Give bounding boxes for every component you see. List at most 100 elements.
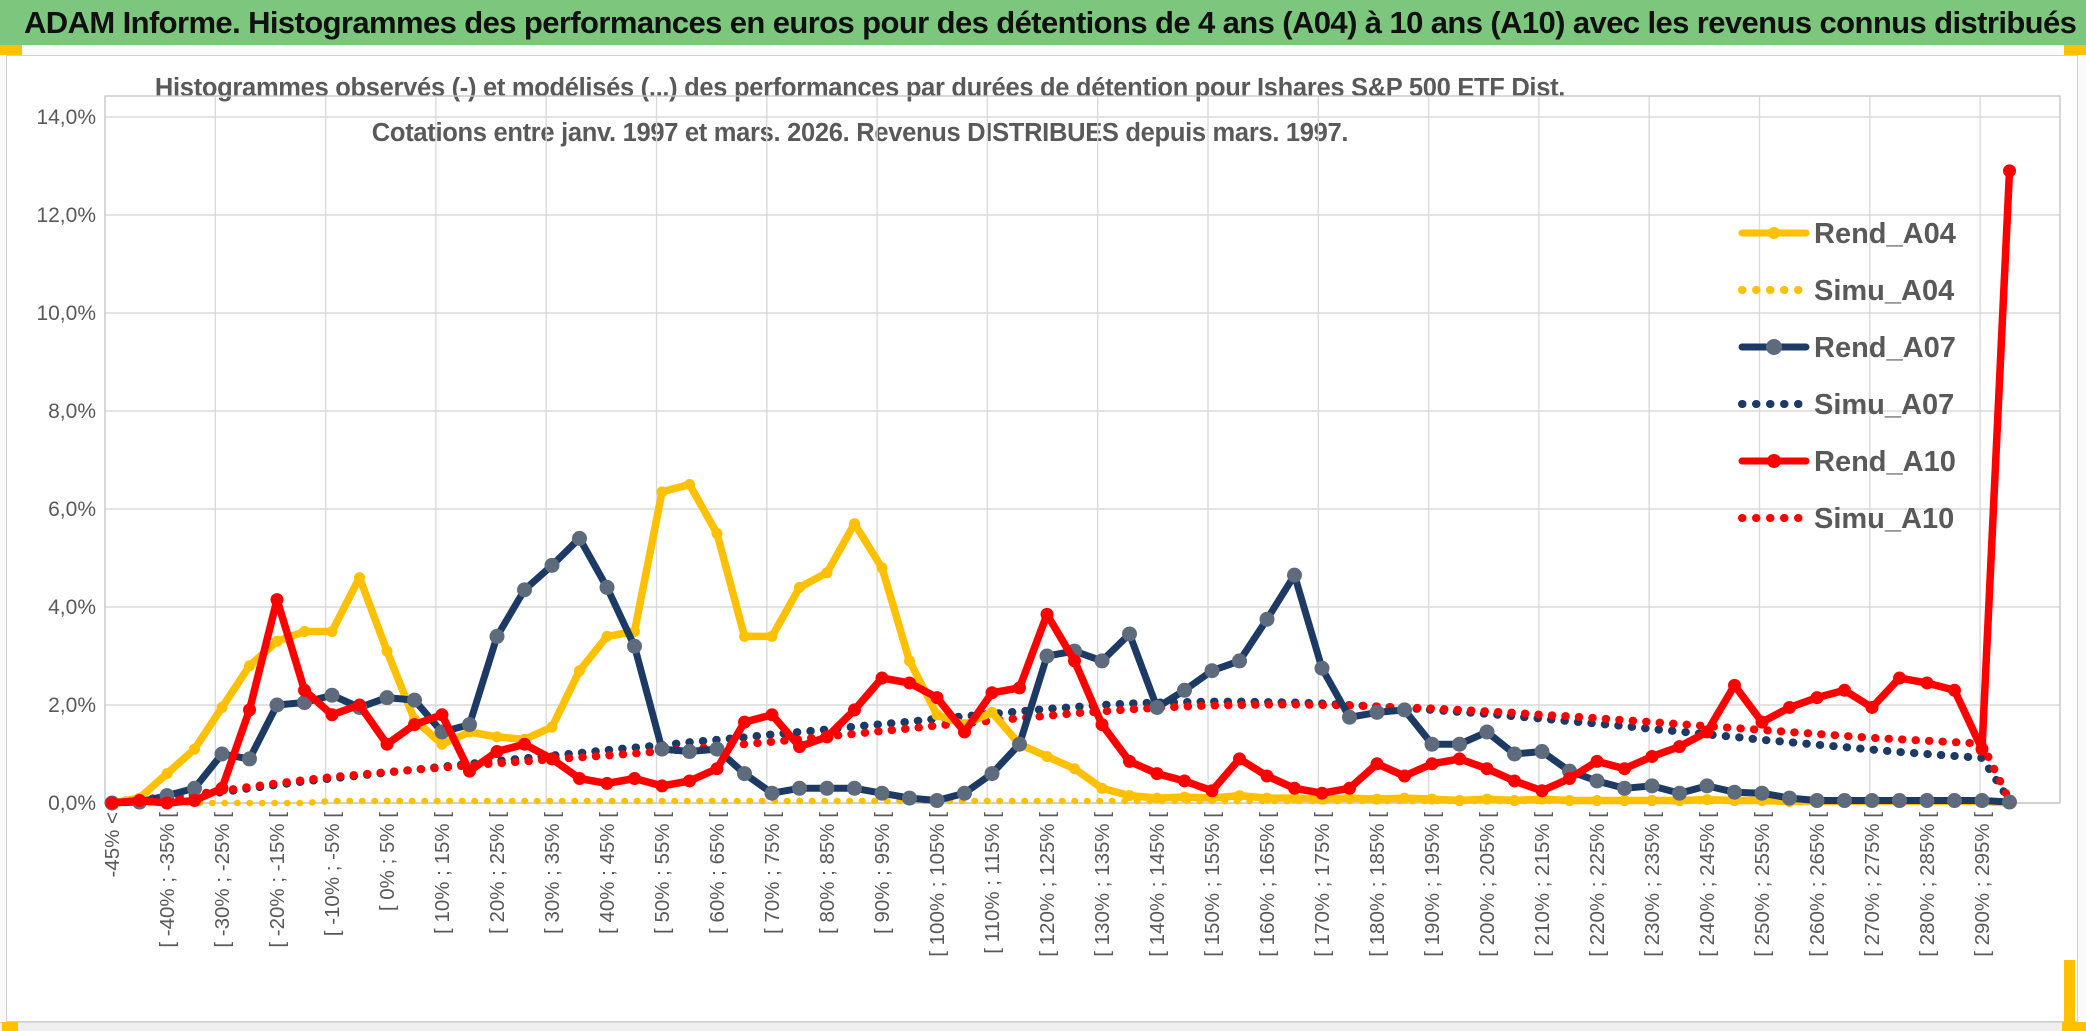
data-point-marker xyxy=(353,698,366,712)
x-tick-label: [ 70% ; 75% [ xyxy=(761,812,784,934)
data-point-marker xyxy=(1701,794,1713,806)
legend-item-Simu_A10[interactable]: Simu_A10 xyxy=(1738,503,1954,535)
data-point-marker xyxy=(738,715,751,729)
series-Simu_A04[interactable] xyxy=(108,797,2013,807)
data-point-marker xyxy=(546,721,558,733)
data-point-marker xyxy=(1919,793,1935,809)
data-point-marker xyxy=(1452,736,1467,752)
x-tick-label: -45% < xyxy=(101,812,124,878)
data-point-marker xyxy=(297,695,312,711)
series-Rend_A10[interactable] xyxy=(105,164,2017,810)
data-point-marker xyxy=(1013,681,1026,695)
data-point-marker xyxy=(1095,718,1109,732)
data-point-marker xyxy=(1124,790,1135,802)
legend-item-Rend_A04[interactable]: Rend_A04 xyxy=(1738,218,1956,250)
legend-label: Simu_A07 xyxy=(1814,389,1954,421)
data-point-marker xyxy=(1728,678,1741,692)
data-point-marker xyxy=(1783,700,1796,714)
data-point-marker xyxy=(958,725,971,739)
data-point-marker xyxy=(1259,611,1275,627)
data-point-marker xyxy=(381,645,393,657)
data-point-marker xyxy=(271,635,283,647)
legend-item-Simu_A04[interactable]: Simu_A04 xyxy=(1738,275,1954,307)
data-point-marker xyxy=(1288,781,1301,795)
data-point-marker xyxy=(876,562,888,574)
data-point-marker xyxy=(544,557,560,573)
data-point-marker xyxy=(1534,744,1550,760)
data-point-marker xyxy=(766,630,778,642)
data-point-marker xyxy=(1535,784,1549,798)
data-point-marker xyxy=(189,743,200,755)
legend-item-Simu_A07[interactable]: Simu_A07 xyxy=(1738,389,1954,421)
data-point-marker xyxy=(1619,795,1630,807)
data-point-marker xyxy=(1589,773,1605,789)
data-point-marker xyxy=(682,744,697,760)
data-point-marker xyxy=(216,701,228,713)
legend-label: Simu_A10 xyxy=(1814,503,1954,535)
data-point-marker xyxy=(1838,683,1851,697)
y-tick-label: 10,0% xyxy=(36,302,96,325)
data-point-marker xyxy=(709,741,725,757)
data-point-marker xyxy=(1039,648,1055,664)
data-point-marker xyxy=(986,706,998,718)
data-point-marker xyxy=(683,774,696,788)
data-point-marker xyxy=(188,794,201,808)
data-point-marker xyxy=(764,785,780,801)
data-point-marker xyxy=(628,772,641,785)
data-point-marker xyxy=(269,697,285,713)
x-tick-label: [ 220% ; 225% [ xyxy=(1586,812,1609,957)
data-point-marker xyxy=(820,730,834,744)
data-point-marker xyxy=(1564,795,1575,807)
data-point-marker xyxy=(1150,767,1164,781)
data-point-marker xyxy=(957,785,972,801)
data-point-marker xyxy=(1947,793,1962,809)
data-point-marker xyxy=(656,486,668,498)
yellow-accent-top-right xyxy=(2064,45,2086,55)
data-point-marker xyxy=(601,630,613,642)
series-line-Rend_A10 xyxy=(108,167,2014,807)
yellow-accent-bottom-left xyxy=(2,1022,18,1031)
data-point-marker xyxy=(1508,774,1521,788)
data-point-marker xyxy=(1507,746,1522,762)
data-point-marker xyxy=(1177,682,1192,698)
legend-item-Rend_A10[interactable]: Rend_A10 xyxy=(1738,446,1956,478)
data-point-marker xyxy=(572,530,587,546)
plot-border xyxy=(104,95,2061,804)
data-point-marker xyxy=(821,567,833,579)
data-point-marker xyxy=(545,752,559,766)
x-tick-label: [ 280% ; 285% [ xyxy=(1916,812,1939,957)
series-line-Rend_A04 xyxy=(108,480,2014,807)
x-tick-label: [ 150% ; 155% [ xyxy=(1201,812,1224,957)
data-point-marker xyxy=(1397,702,1412,718)
data-point-marker xyxy=(1096,782,1108,794)
data-point-marker xyxy=(1425,757,1439,771)
data-point-marker xyxy=(984,766,1000,782)
data-point-marker xyxy=(462,717,477,733)
data-point-marker xyxy=(1480,762,1494,776)
data-point-marker xyxy=(1261,792,1273,804)
data-point-marker xyxy=(1893,671,1906,685)
data-point-marker xyxy=(1809,793,1825,809)
y-tick-label: 4,0% xyxy=(48,596,96,619)
data-point-marker xyxy=(518,737,531,751)
legend-item-Rend_A07[interactable]: Rend_A07 xyxy=(1738,332,1956,364)
data-point-marker xyxy=(930,691,944,705)
chart-card[interactable] xyxy=(6,55,2078,1022)
data-point-marker xyxy=(847,780,862,796)
series-line-Simu_A04 xyxy=(108,797,2013,807)
data-point-marker xyxy=(1399,792,1410,804)
data-point-marker xyxy=(903,676,916,690)
data-point-marker xyxy=(1865,700,1879,714)
data-point-marker xyxy=(491,731,503,743)
data-point-marker xyxy=(875,671,889,685)
data-point-marker xyxy=(1479,724,1495,740)
data-point-marker xyxy=(407,692,422,708)
x-tick-label: [ 20% ; 25% [ xyxy=(486,812,509,934)
data-point-marker xyxy=(489,628,505,644)
legend-label: Rend_A10 xyxy=(1814,446,1956,478)
data-point-marker xyxy=(684,479,695,490)
legend-marker-sample xyxy=(1768,227,1780,239)
x-tick-label: [ 190% ; 195% [ xyxy=(1421,812,1444,957)
data-point-marker xyxy=(1920,676,1934,690)
